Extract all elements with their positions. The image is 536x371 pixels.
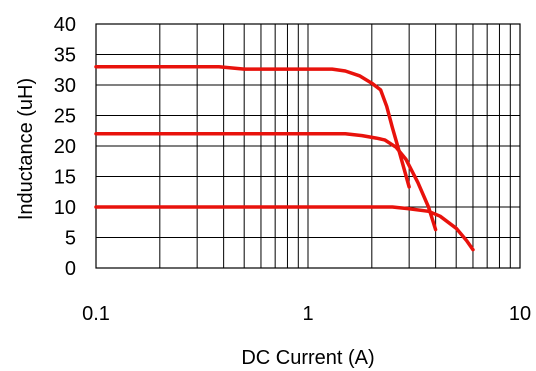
series-line-1 <box>94 64 411 189</box>
y-tick-label: 30 <box>54 75 76 97</box>
x-tick-labels: 0.1 1 10 <box>82 303 531 325</box>
series-line-2 <box>94 132 438 232</box>
y-tick-label: 0 <box>65 258 76 280</box>
grid <box>95 23 520 269</box>
y-tick-labels: 0 5 10 15 20 25 30 35 40 <box>54 14 76 280</box>
y-tick-label: 20 <box>54 136 76 158</box>
y-tick-label: 25 <box>54 106 76 128</box>
x-tick-label: 0.1 <box>82 303 110 325</box>
y-tick-label: 40 <box>54 14 76 36</box>
y-tick-label: 15 <box>54 167 76 189</box>
x-tick-label: 10 <box>509 303 531 325</box>
x-tick-label: 1 <box>302 303 313 325</box>
series-line-3 <box>94 205 475 252</box>
series-lines <box>94 64 475 252</box>
y-axis-title: Inductance (uH) <box>15 78 37 220</box>
x-axis-title: DC Current (A) <box>241 347 374 369</box>
y-tick-label: 5 <box>65 228 76 250</box>
y-tick-label: 35 <box>54 45 76 67</box>
y-tick-label: 10 <box>54 197 76 219</box>
plot-frame <box>95 23 521 269</box>
